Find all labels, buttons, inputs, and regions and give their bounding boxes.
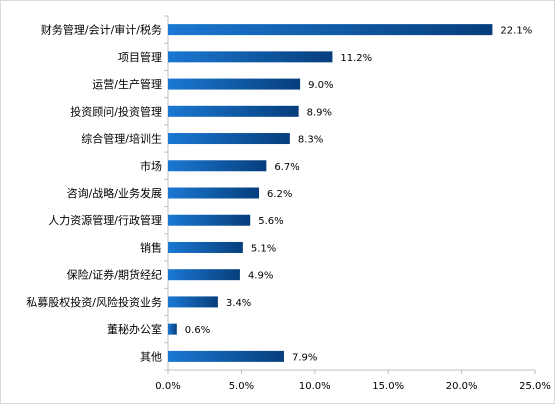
value-label: 7.9% <box>292 352 317 363</box>
bar <box>168 241 243 253</box>
x-tick-label: 0.0% <box>155 381 180 392</box>
bar <box>168 323 177 335</box>
category-label: 项目管理 <box>118 50 162 64</box>
value-label: 22.1% <box>500 26 532 37</box>
bar <box>168 78 301 90</box>
x-tick-label: 20.0% <box>446 381 478 392</box>
category-label: 销售 <box>140 240 162 254</box>
category-label: 运营/生产管理 <box>92 77 162 91</box>
x-tick-label: 15.0% <box>372 381 404 392</box>
value-label: 9.0% <box>308 80 333 91</box>
bar <box>168 350 284 362</box>
category-labels: 财务管理/会计/审计/税务项目管理运营/生产管理投资顾问/投资管理综合管理/培训… <box>26 23 162 364</box>
x-axis-ticks: 0.0% 5.0% 10.0% 15.0% 20.0% 25.0% <box>155 15 551 392</box>
category-label: 投资顾问/投资管理 <box>70 104 162 118</box>
value-label: 8.9% <box>307 107 332 118</box>
category-label: 咨询/战略/业务发展 <box>67 186 162 200</box>
category-label: 董秘办公室 <box>107 322 162 336</box>
bar <box>168 187 260 199</box>
category-label: 财务管理/会计/审计/税务 <box>41 23 162 37</box>
value-label: 11.2% <box>340 53 372 64</box>
bar <box>168 160 267 172</box>
category-label: 私募股权投资/风险投资业务 <box>26 295 162 309</box>
value-labels: 22.1% 11.2% 9.0% 8.9% 8.3% 6.7% 6.2% 5.6% 5.1% 4.… <box>185 26 532 364</box>
bar <box>168 296 218 308</box>
value-label: 5.6% <box>258 216 283 227</box>
value-label: 6.7% <box>274 162 299 173</box>
value-label: 4.9% <box>248 271 273 282</box>
value-label: 5.1% <box>251 243 276 254</box>
category-label: 其他 <box>140 350 162 363</box>
x-tick-label: 25.0% <box>519 381 551 392</box>
bars-group <box>168 24 493 362</box>
bar <box>168 105 299 117</box>
x-tick-label: 5.0% <box>229 381 254 392</box>
bar <box>168 24 493 36</box>
value-label: 6.2% <box>267 189 292 200</box>
category-label: 人力资源管理/行政管理 <box>48 213 162 227</box>
bar <box>168 269 240 281</box>
value-label: 0.6% <box>185 325 210 336</box>
category-label: 市场 <box>140 159 162 173</box>
bar <box>168 214 251 226</box>
category-label: 保险/证券/期货经纪 <box>67 268 162 282</box>
value-label: 8.3% <box>298 135 323 146</box>
plot-area: 财务管理/会计/审计/税务项目管理运营/生产管理投资顾问/投资管理综合管理/培训… <box>26 15 551 392</box>
bar <box>168 51 333 63</box>
value-label: 3.4% <box>226 298 251 309</box>
x-tick-label: 10.0% <box>299 381 331 392</box>
bar <box>168 133 290 145</box>
category-label: 综合管理/培训生 <box>81 132 162 146</box>
